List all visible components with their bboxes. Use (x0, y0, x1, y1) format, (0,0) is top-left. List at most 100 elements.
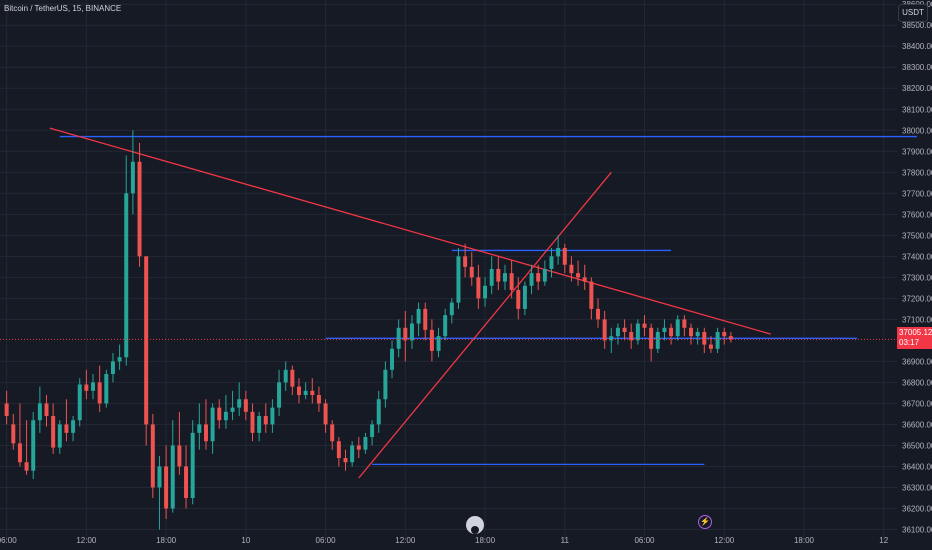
price-tick-label: 36400.00 (902, 462, 932, 471)
candle-body (243, 399, 248, 412)
candle-body (423, 308, 428, 330)
price-axis[interactable]: 36100.00 36200.00 36300.00 36400.00 36500.00… (902, 0, 932, 534)
candle-body (549, 256, 554, 269)
candle (217, 399, 222, 429)
candle (469, 252, 474, 286)
candle (77, 378, 82, 427)
candle (370, 420, 375, 446)
candle (270, 399, 275, 433)
candle-body (117, 357, 122, 362)
candle (496, 256, 501, 290)
candle (137, 142, 142, 267)
candle-body (689, 327, 694, 337)
candle-body (150, 424, 155, 488)
candle (642, 315, 647, 337)
candle-body (509, 273, 514, 290)
candle-body (290, 369, 295, 387)
candle (463, 243, 468, 278)
candle-body (529, 273, 534, 286)
candle (91, 374, 96, 400)
candle-body (137, 161, 142, 257)
candle-body (297, 386, 301, 396)
candle (390, 340, 395, 379)
candle (383, 361, 388, 408)
candle (449, 298, 454, 324)
tradingview-logo-icon[interactable] (466, 516, 484, 534)
price-tick-label: 37500.00 (902, 231, 932, 240)
candle (110, 352, 115, 383)
candle-body (596, 308, 600, 320)
candle-body (323, 403, 328, 425)
time-tick-label: 10 (241, 536, 250, 545)
candle-body (84, 384, 89, 391)
candle (144, 256, 149, 446)
last-price-tag: 37005.12 03:17 (897, 327, 932, 349)
trend-line-drawing (358, 171, 612, 479)
candle-body (443, 315, 448, 337)
candle-body (416, 308, 421, 324)
price-tick-label: 36800.00 (902, 378, 932, 387)
price-tick-label: 38200.00 (902, 84, 932, 93)
candle-body (383, 369, 388, 400)
candle-body (210, 407, 215, 442)
candle-body (310, 390, 315, 396)
candle-body (642, 323, 647, 328)
time-tick-label: 18:00 (475, 536, 496, 545)
time-tick-label: 06:00 (0, 536, 17, 545)
currency-button[interactable]: USDT (898, 4, 928, 22)
candle-body (629, 331, 634, 341)
bar-countdown: 03:17 (899, 338, 920, 347)
candle-body (37, 403, 42, 421)
candle (602, 310, 607, 349)
candle (277, 369, 282, 417)
candle (104, 369, 109, 408)
candle (556, 235, 561, 265)
candle (649, 323, 654, 362)
candle-body (715, 331, 720, 349)
candle (549, 247, 554, 278)
candle-body (449, 302, 454, 316)
candle (190, 420, 195, 505)
time-axis[interactable]: 06:00 12:00 18:00 10 06:00 12:00 18:00 11 06:00 1… (0, 536, 889, 545)
candle-body (130, 161, 135, 194)
candle-body (11, 424, 16, 444)
candle (728, 331, 733, 343)
candle-body (350, 445, 355, 463)
candle-body (303, 390, 308, 396)
flash-icon[interactable]: ⚡ (698, 515, 712, 529)
candle-body (44, 403, 49, 417)
time-tick-label: 12:00 (395, 536, 416, 545)
price-tick-label: 37400.00 (902, 252, 932, 261)
candle (71, 416, 76, 442)
candle (489, 256, 494, 295)
candle (655, 327, 660, 353)
candle (589, 277, 594, 320)
candle-body (217, 407, 222, 421)
candle (529, 264, 534, 295)
candle-body (184, 466, 189, 498)
chart-drawings[interactable] (49, 127, 917, 479)
candle (164, 445, 169, 519)
candle (416, 302, 421, 337)
price-tick-label: 37200.00 (902, 294, 932, 303)
candle (695, 327, 700, 345)
candle (542, 260, 547, 286)
candle (283, 361, 288, 391)
candle (84, 369, 89, 400)
candle-body (277, 382, 282, 408)
candle-body (662, 327, 667, 332)
time-tick-label: 11 (561, 536, 570, 545)
candle (117, 344, 122, 370)
candle (310, 378, 315, 404)
time-tick-label: 18:00 (156, 536, 177, 545)
candle (184, 445, 189, 509)
candle (97, 365, 102, 412)
candle-body (177, 445, 182, 467)
candle-body (403, 327, 408, 341)
candle (323, 399, 328, 433)
last-price-value: 37005.12 (899, 328, 932, 337)
candle (443, 308, 448, 341)
candle-body (476, 277, 481, 299)
candle-body (702, 331, 707, 345)
